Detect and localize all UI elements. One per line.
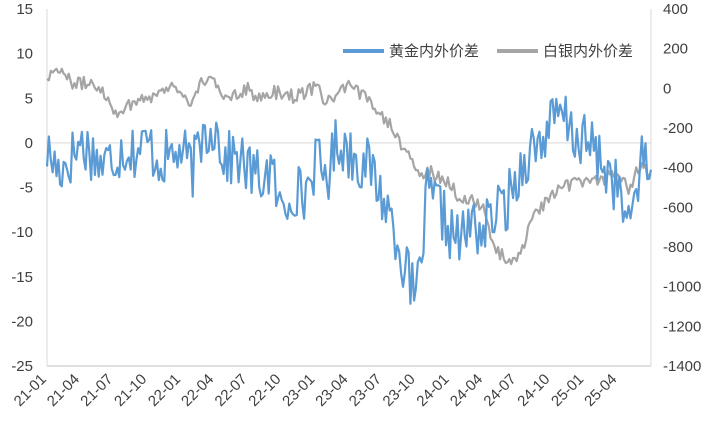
x-tick: 23-10 [380,371,419,410]
y-left-tick-label: 15 [16,1,33,18]
y-right-tick-label: -200 [663,120,693,137]
y-right-tick-label: -800 [663,239,693,256]
y-left-tick-label: 10 [16,46,33,63]
x-tick-label: 24-10 [514,371,553,410]
x-tick: 21-01 [11,371,50,410]
y-left-tick-label: 5 [25,90,33,107]
y-right-tick-label: -1200 [663,318,701,335]
x-tick-label: 22-10 [245,371,284,410]
x-tick-label: 25-04 [581,371,620,410]
x-tick: 24-01 [413,371,452,410]
series-line-gold [45,95,653,305]
series-group [45,67,653,305]
x-tick: 23-01 [279,371,318,410]
x-tick: 24-04 [447,371,486,410]
y-right-tick-label: -1000 [663,279,701,296]
x-tick-label: 23-01 [279,371,318,410]
x-tick-label: 21-01 [11,371,50,410]
x-tick: 21-07 [77,371,116,410]
x-tick-label: 23-10 [380,371,419,410]
x-tick: 25-04 [581,371,620,410]
y-left-tick-label: -5 [20,180,33,197]
x-tick-label: 21-07 [77,371,116,410]
y-right-tick-label: 0 [663,80,671,97]
x-tick-label: 21-04 [44,371,83,410]
x-tick: 24-10 [514,371,553,410]
y-left-tick-label: 0 [25,135,33,152]
y-right-tick-label: -400 [663,160,693,177]
y-right-tick-label: 200 [663,41,688,58]
x-tick-label: 24-01 [413,371,452,410]
y-left-tick-label: -25 [11,358,33,375]
x-tick-label: 23-04 [312,371,351,410]
x-tick: 22-07 [212,371,251,410]
y-left-tick-label: -20 [11,313,33,330]
y-right-tick-label: -1400 [663,358,701,375]
x-tick: 22-04 [178,371,217,410]
x-tick: 21-10 [111,371,150,410]
x-tick: 21-04 [44,371,83,410]
x-tick-label: 24-07 [480,371,519,410]
x-tick-label: 22-01 [145,371,184,410]
x-tick-label: 22-04 [178,371,217,410]
x-tick-label: 21-10 [111,371,150,410]
x-tick-label: 22-07 [212,371,251,410]
x-tick: 23-07 [346,371,385,410]
x-tick-label: 25-01 [548,371,587,410]
legend-gold-label: 黄金内外价差 [389,43,479,60]
x-tick: 22-01 [145,371,184,410]
legend: 黄金内外价差 白银内外价差 [343,43,633,60]
x-tick: 24-07 [480,371,519,410]
series-line-silver [46,67,652,266]
x-tick-label: 24-04 [447,371,486,410]
y-left-tick-label: -10 [11,224,33,241]
legend-silver-label: 白银内外价差 [543,43,633,60]
x-tick: 23-04 [312,371,351,410]
x-tick-label: 23-07 [346,371,385,410]
y-right-tick-label: -600 [663,199,693,216]
y-right-tick-label: 400 [663,1,688,18]
y-left-tick-label: -15 [11,269,33,286]
x-tick: 25-01 [548,371,587,410]
x-tick: 22-10 [245,371,284,410]
